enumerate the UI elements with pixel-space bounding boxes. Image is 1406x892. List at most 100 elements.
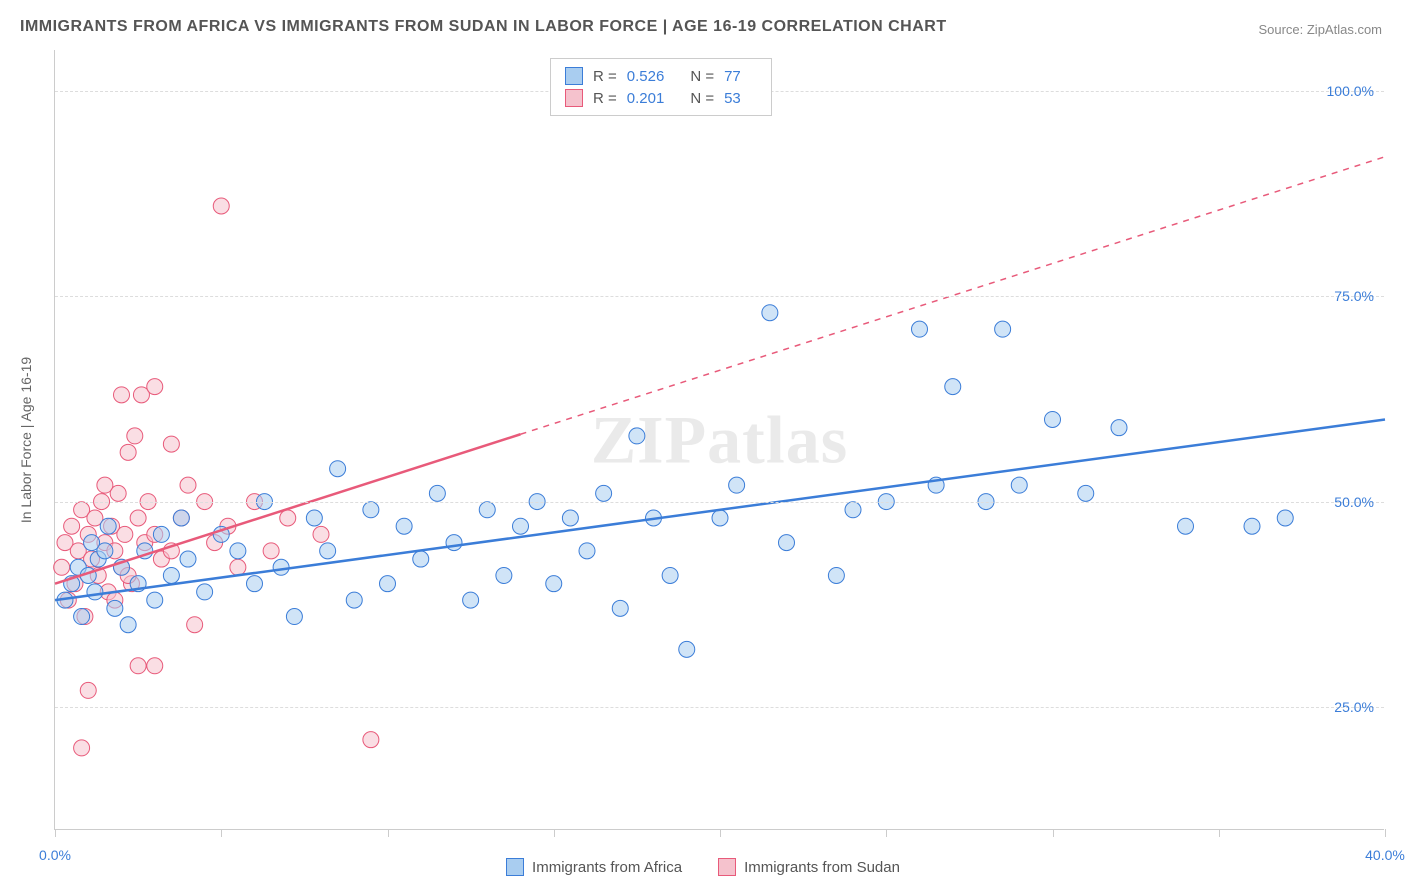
data-point	[107, 600, 123, 616]
data-point	[147, 379, 163, 395]
data-point	[117, 526, 133, 542]
data-point	[127, 428, 143, 444]
data-point	[280, 510, 296, 526]
data-point	[120, 617, 136, 633]
data-point	[114, 387, 130, 403]
data-point	[363, 732, 379, 748]
x-tick-mark	[55, 829, 56, 837]
gridline	[55, 296, 1384, 297]
data-point	[463, 592, 479, 608]
data-point	[546, 576, 562, 592]
data-point	[54, 559, 70, 575]
data-point	[562, 510, 578, 526]
legend-label: Immigrants from Africa	[532, 859, 682, 876]
data-point	[147, 658, 163, 674]
data-point	[163, 436, 179, 452]
data-point	[729, 477, 745, 493]
legend-item: Immigrants from Africa	[506, 858, 682, 876]
data-point	[479, 502, 495, 518]
data-point	[74, 609, 90, 625]
legend-stats: R =0.526N =77R =0.201N =53	[550, 58, 772, 116]
data-point	[912, 321, 928, 337]
data-point	[945, 379, 961, 395]
data-point	[147, 592, 163, 608]
r-value: 0.526	[627, 68, 665, 85]
data-point	[97, 543, 113, 559]
x-tick-mark	[1385, 829, 1386, 837]
data-point	[612, 600, 628, 616]
data-point	[1277, 510, 1293, 526]
y-tick-label: 50.0%	[1334, 494, 1374, 510]
data-point	[1078, 485, 1094, 501]
x-tick-mark	[1053, 829, 1054, 837]
data-point	[273, 559, 289, 575]
legend-stat-row: R =0.526N =77	[565, 65, 757, 87]
data-point	[662, 567, 678, 583]
n-value: 77	[724, 68, 741, 85]
data-point	[180, 551, 196, 567]
legend-item: Immigrants from Sudan	[718, 858, 900, 876]
data-point	[396, 518, 412, 534]
legend-swatch	[506, 858, 524, 876]
y-tick-label: 100.0%	[1327, 83, 1374, 99]
data-point	[380, 576, 396, 592]
r-value: 0.201	[627, 90, 665, 107]
data-point	[74, 740, 90, 756]
legend-label: Immigrants from Sudan	[744, 859, 900, 876]
data-point	[230, 543, 246, 559]
scatter-plot	[55, 50, 1384, 829]
legend-stat-row: R =0.201N =53	[565, 87, 757, 109]
data-point	[286, 609, 302, 625]
data-point	[346, 592, 362, 608]
data-point	[995, 321, 1011, 337]
data-point	[87, 584, 103, 600]
data-point	[213, 198, 229, 214]
y-tick-label: 25.0%	[1334, 699, 1374, 715]
data-point	[64, 518, 80, 534]
data-point	[828, 567, 844, 583]
data-point	[413, 551, 429, 567]
legend-swatch	[565, 67, 583, 85]
data-point	[596, 485, 612, 501]
x-tick-mark	[1219, 829, 1220, 837]
data-point	[429, 485, 445, 501]
legend-series: Immigrants from Africa Immigrants from Su…	[0, 858, 1406, 880]
gridline	[55, 502, 1384, 503]
data-point	[1178, 518, 1194, 534]
n-label: N =	[690, 90, 714, 107]
data-point	[1244, 518, 1260, 534]
data-point	[263, 543, 279, 559]
data-point	[313, 526, 329, 542]
data-point	[679, 641, 695, 657]
data-point	[446, 535, 462, 551]
legend-swatch	[565, 89, 583, 107]
data-point	[1111, 420, 1127, 436]
data-point	[153, 526, 169, 542]
data-point	[180, 477, 196, 493]
data-point	[496, 567, 512, 583]
data-point	[363, 502, 379, 518]
x-tick-mark	[886, 829, 887, 837]
x-tick-mark	[388, 829, 389, 837]
data-point	[130, 510, 146, 526]
data-point	[762, 305, 778, 321]
x-tick-mark	[221, 829, 222, 837]
data-point	[120, 444, 136, 460]
n-value: 53	[724, 90, 741, 107]
data-point	[100, 518, 116, 534]
chart-title: IMMIGRANTS FROM AFRICA VS IMMIGRANTS FRO…	[20, 18, 947, 36]
r-label: R =	[593, 68, 617, 85]
data-point	[845, 502, 861, 518]
x-tick-mark	[554, 829, 555, 837]
data-point	[230, 559, 246, 575]
data-point	[163, 567, 179, 583]
y-axis-label: In Labor Force | Age 16-19	[18, 357, 34, 523]
y-tick-label: 75.0%	[1334, 288, 1374, 304]
data-point	[130, 658, 146, 674]
x-tick-mark	[720, 829, 721, 837]
legend-swatch	[718, 858, 736, 876]
data-point	[173, 510, 189, 526]
data-point	[629, 428, 645, 444]
data-point	[306, 510, 322, 526]
data-point	[1011, 477, 1027, 493]
